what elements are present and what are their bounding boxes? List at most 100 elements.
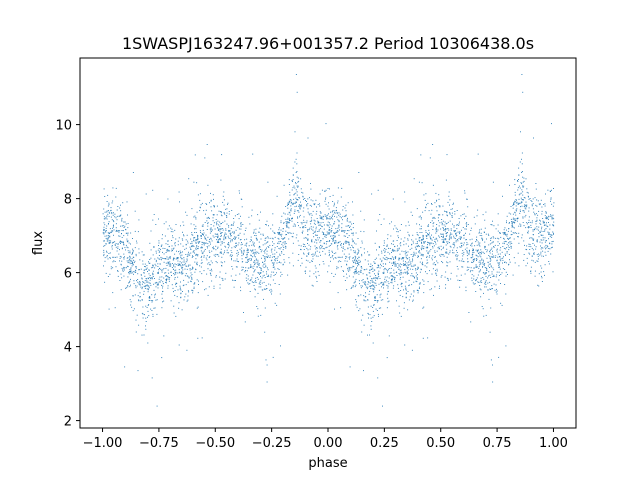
data-point <box>148 262 150 264</box>
data-point <box>103 245 105 247</box>
data-point <box>258 247 260 249</box>
data-point <box>457 254 459 256</box>
data-point <box>418 245 420 247</box>
data-point <box>134 271 136 273</box>
data-point <box>359 308 361 310</box>
data-point <box>252 282 254 283</box>
data-point <box>141 334 143 336</box>
data-point <box>292 203 294 205</box>
data-point <box>319 205 321 207</box>
data-point <box>417 256 419 258</box>
data-point <box>374 269 376 271</box>
data-point <box>411 261 413 263</box>
data-point <box>204 238 206 240</box>
data-point <box>348 244 350 246</box>
data-point <box>316 242 318 244</box>
data-point <box>416 268 418 270</box>
data-point <box>157 272 159 274</box>
data-point <box>195 258 197 260</box>
data-point <box>482 238 484 240</box>
data-point <box>505 262 507 264</box>
data-point <box>334 235 336 237</box>
data-point <box>348 253 350 255</box>
data-point <box>328 249 330 251</box>
data-point <box>323 243 325 245</box>
data-point <box>544 224 546 226</box>
data-point <box>350 288 352 289</box>
data-point <box>498 267 500 268</box>
data-point <box>401 250 403 252</box>
data-point <box>285 243 287 244</box>
data-point <box>166 280 167 282</box>
data-point <box>384 251 386 253</box>
data-point <box>374 296 376 298</box>
data-point <box>105 237 107 239</box>
data-point <box>149 259 151 260</box>
data-point <box>471 274 473 276</box>
data-point <box>545 193 546 195</box>
data-point <box>237 253 239 255</box>
data-point <box>453 244 455 246</box>
data-point <box>368 272 370 274</box>
data-point <box>288 222 290 224</box>
data-point <box>189 264 191 266</box>
data-point <box>477 249 479 251</box>
data-point <box>255 277 257 279</box>
data-point <box>430 237 432 239</box>
data-point <box>396 231 398 233</box>
data-point <box>161 244 163 246</box>
data-point <box>443 235 444 237</box>
data-point <box>274 302 276 304</box>
data-point <box>426 259 428 261</box>
data-point <box>134 260 136 262</box>
data-point <box>303 226 305 228</box>
data-point <box>390 258 392 259</box>
data-point <box>408 245 409 247</box>
data-point <box>476 279 477 281</box>
data-point <box>449 250 451 252</box>
data-point <box>154 282 156 284</box>
data-point <box>400 269 402 271</box>
data-point <box>474 245 476 247</box>
data-point <box>506 243 508 245</box>
data-point <box>314 220 316 222</box>
data-point <box>525 214 527 216</box>
data-point <box>265 266 267 268</box>
data-point <box>441 221 443 223</box>
data-point <box>146 278 148 280</box>
data-point <box>136 280 137 282</box>
data-point <box>352 257 354 259</box>
data-point <box>225 236 227 238</box>
data-point <box>486 269 487 271</box>
data-point <box>441 233 443 235</box>
data-point <box>385 281 387 283</box>
data-point <box>192 256 194 257</box>
data-point <box>238 213 240 215</box>
data-point <box>269 257 271 258</box>
data-point <box>520 197 522 199</box>
data-point <box>436 224 438 225</box>
data-point <box>532 234 534 236</box>
data-point <box>127 227 129 229</box>
data-point <box>126 257 128 259</box>
data-point <box>273 256 275 257</box>
data-point <box>152 264 154 266</box>
data-point <box>355 272 357 274</box>
data-point <box>360 270 362 272</box>
data-point <box>334 221 336 223</box>
data-point <box>525 206 527 208</box>
data-point <box>498 262 500 264</box>
data-point <box>543 222 545 224</box>
data-point <box>549 236 551 238</box>
data-point <box>547 189 549 191</box>
data-point <box>312 253 314 255</box>
data-point <box>383 249 385 251</box>
data-point <box>398 259 400 261</box>
data-point <box>489 260 491 262</box>
data-point <box>284 261 286 263</box>
data-point <box>531 222 533 224</box>
data-point <box>273 266 275 268</box>
data-point <box>221 277 223 279</box>
data-point <box>185 293 187 295</box>
